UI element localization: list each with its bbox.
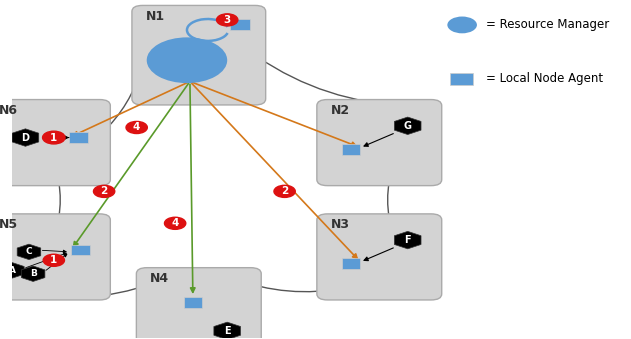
Text: N1: N1 bbox=[146, 10, 165, 23]
Circle shape bbox=[42, 131, 65, 144]
Text: 2: 2 bbox=[100, 186, 108, 196]
Text: 4: 4 bbox=[172, 218, 179, 228]
Text: F: F bbox=[404, 235, 411, 245]
Text: A: A bbox=[9, 266, 16, 275]
Text: 3: 3 bbox=[223, 15, 231, 25]
Text: = Resource Manager: = Resource Manager bbox=[486, 18, 609, 32]
FancyBboxPatch shape bbox=[0, 100, 110, 186]
Circle shape bbox=[126, 121, 147, 134]
FancyBboxPatch shape bbox=[132, 5, 266, 105]
Text: C: C bbox=[26, 247, 32, 256]
Circle shape bbox=[447, 17, 477, 33]
FancyBboxPatch shape bbox=[342, 144, 360, 155]
FancyBboxPatch shape bbox=[136, 268, 261, 339]
Text: G: G bbox=[404, 121, 411, 131]
Circle shape bbox=[165, 217, 186, 230]
FancyBboxPatch shape bbox=[184, 297, 202, 307]
Text: N4: N4 bbox=[150, 272, 169, 285]
Polygon shape bbox=[17, 244, 41, 260]
Text: = Local Node Agent: = Local Node Agent bbox=[486, 72, 603, 85]
Polygon shape bbox=[12, 129, 38, 146]
Text: N2: N2 bbox=[331, 104, 350, 117]
Text: N5: N5 bbox=[0, 218, 18, 231]
Polygon shape bbox=[394, 231, 421, 249]
Circle shape bbox=[43, 254, 64, 266]
Polygon shape bbox=[1, 263, 24, 278]
Text: E: E bbox=[224, 326, 230, 336]
FancyBboxPatch shape bbox=[317, 100, 442, 186]
Text: 1: 1 bbox=[50, 133, 57, 143]
Circle shape bbox=[147, 37, 227, 83]
Polygon shape bbox=[21, 266, 45, 281]
Text: 4: 4 bbox=[133, 122, 140, 133]
FancyBboxPatch shape bbox=[0, 214, 110, 300]
FancyBboxPatch shape bbox=[230, 19, 250, 31]
FancyBboxPatch shape bbox=[69, 132, 88, 143]
Text: B: B bbox=[30, 269, 37, 278]
Polygon shape bbox=[214, 322, 240, 339]
Text: 2: 2 bbox=[281, 186, 288, 196]
FancyBboxPatch shape bbox=[71, 245, 90, 255]
Circle shape bbox=[274, 185, 295, 197]
FancyBboxPatch shape bbox=[317, 214, 442, 300]
Text: D: D bbox=[21, 133, 30, 143]
Polygon shape bbox=[394, 117, 421, 135]
Text: N3: N3 bbox=[331, 218, 350, 231]
Circle shape bbox=[216, 14, 238, 26]
FancyBboxPatch shape bbox=[342, 258, 360, 269]
Circle shape bbox=[93, 185, 115, 197]
FancyBboxPatch shape bbox=[451, 73, 473, 85]
Text: N6: N6 bbox=[0, 104, 18, 117]
Text: 1: 1 bbox=[50, 255, 57, 265]
